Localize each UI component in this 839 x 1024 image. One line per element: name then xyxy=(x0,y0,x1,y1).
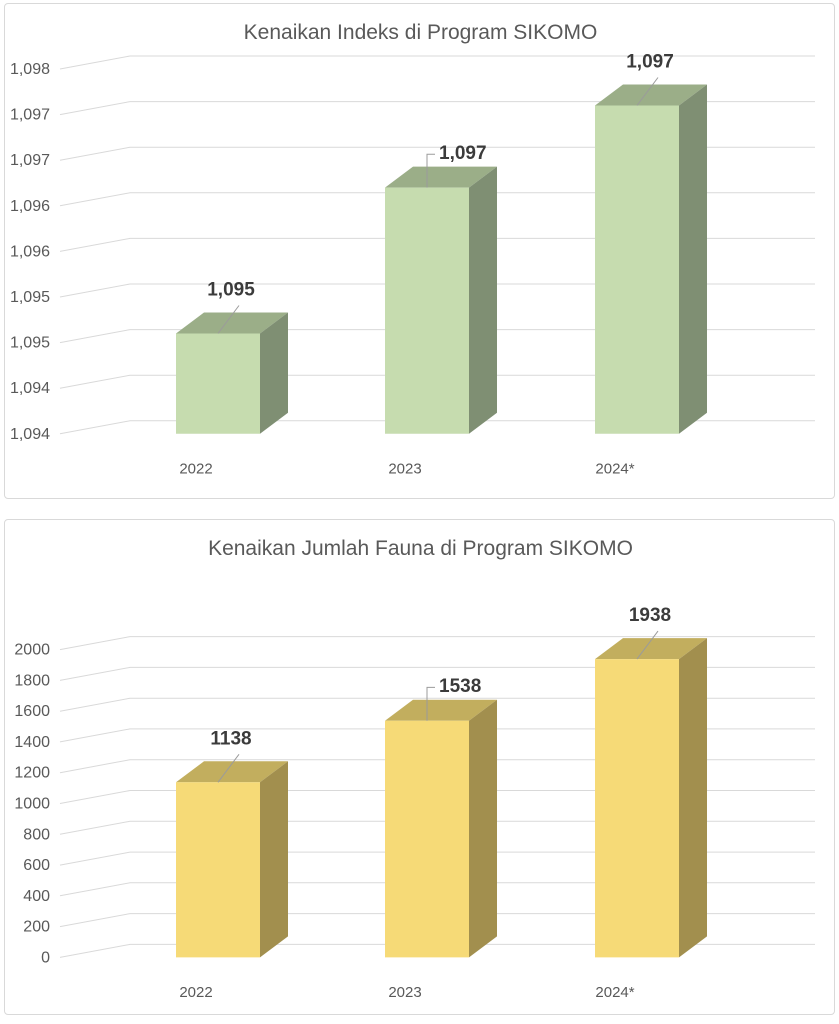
svg-text:1600: 1600 xyxy=(14,703,50,720)
svg-text:1400: 1400 xyxy=(14,734,50,751)
svg-text:Kenaikan Jumlah Fauna di Progr: Kenaikan Jumlah Fauna di Program SIKOMO xyxy=(208,537,633,560)
svg-text:400: 400 xyxy=(23,888,50,905)
svg-text:1138: 1138 xyxy=(210,728,251,749)
svg-text:2022: 2022 xyxy=(179,460,212,477)
svg-text:2023: 2023 xyxy=(388,984,421,1001)
svg-text:1200: 1200 xyxy=(14,765,50,782)
svg-text:2022: 2022 xyxy=(179,984,212,1001)
svg-text:1,096: 1,096 xyxy=(10,243,50,260)
svg-text:1,094: 1,094 xyxy=(10,426,50,443)
svg-text:Kenaikan Indeks di Program SIK: Kenaikan Indeks di Program SIKOMO xyxy=(244,21,598,44)
svg-text:600: 600 xyxy=(23,857,50,874)
svg-text:1,097: 1,097 xyxy=(10,107,50,124)
svg-text:1538: 1538 xyxy=(439,676,481,697)
svg-text:1,095: 1,095 xyxy=(207,280,255,301)
svg-text:800: 800 xyxy=(23,826,50,843)
svg-text:2000: 2000 xyxy=(14,642,50,659)
svg-text:1,097: 1,097 xyxy=(10,152,50,169)
svg-text:2023: 2023 xyxy=(388,460,421,477)
svg-text:1938: 1938 xyxy=(629,605,671,626)
svg-text:1,096: 1,096 xyxy=(10,198,50,215)
svg-text:0: 0 xyxy=(41,949,50,966)
svg-text:2024*: 2024* xyxy=(595,984,634,1001)
svg-text:1,094: 1,094 xyxy=(10,380,50,397)
svg-text:1000: 1000 xyxy=(14,796,50,813)
svg-text:200: 200 xyxy=(23,919,50,936)
svg-text:1,098: 1,098 xyxy=(10,61,50,78)
svg-text:2024*: 2024* xyxy=(595,460,634,477)
svg-text:1800: 1800 xyxy=(14,672,50,689)
svg-text:1,095: 1,095 xyxy=(10,335,50,352)
svg-text:1,095: 1,095 xyxy=(10,289,50,306)
svg-text:1,097: 1,097 xyxy=(439,143,487,164)
svg-text:1,097: 1,097 xyxy=(626,52,674,73)
